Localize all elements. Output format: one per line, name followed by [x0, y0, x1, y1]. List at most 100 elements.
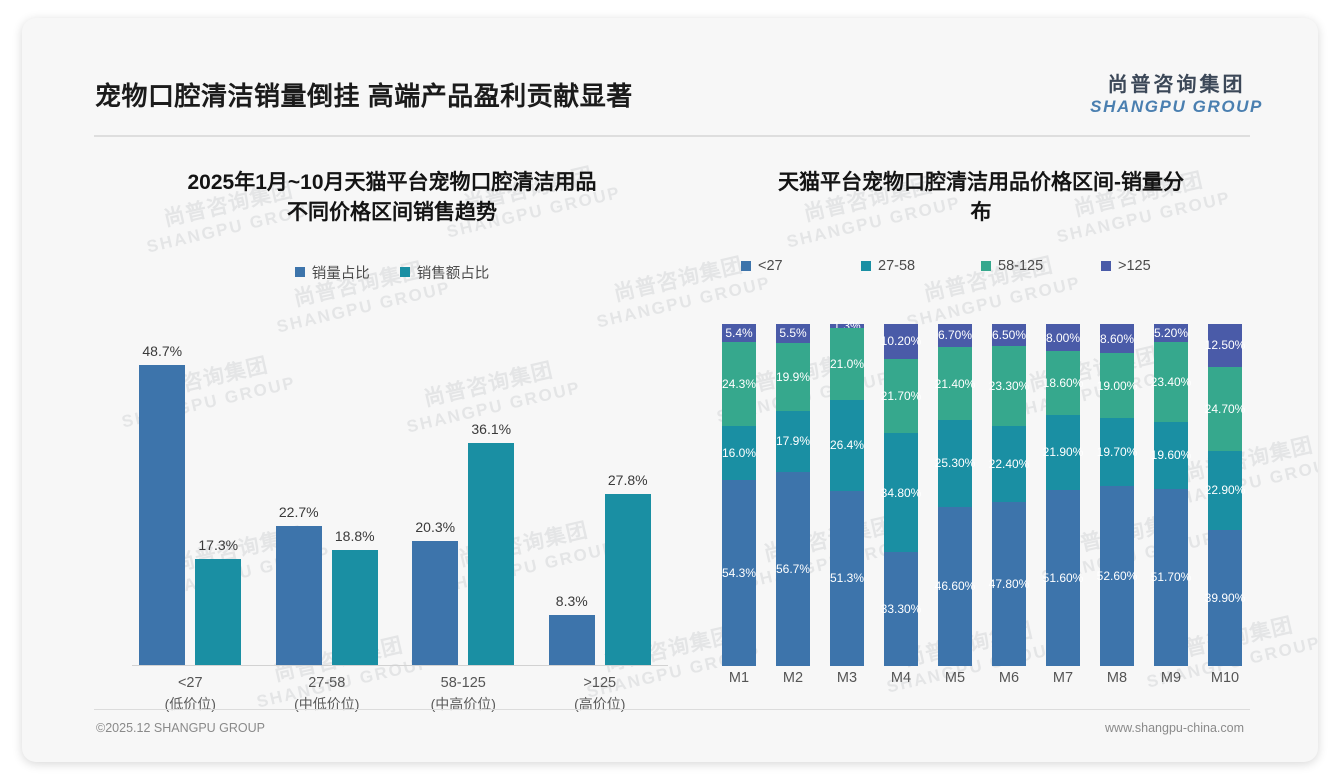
stacked-bar-segment[interactable]: 24.3%: [722, 342, 756, 426]
segment-value-label: 23.30%: [988, 379, 1030, 394]
stacked-bar-segment[interactable]: 51.3%: [830, 490, 864, 666]
stacked-bar-segment[interactable]: 12.50%: [1205, 324, 1245, 367]
bar-column[interactable]: 18.8%: [331, 326, 378, 666]
stacked-bar-segment[interactable]: 26.4%: [830, 400, 864, 491]
stacked-bar-column[interactable]: 5.4% 24.3% 16.0% 54.3%: [712, 324, 766, 666]
legend-item-label: <27: [758, 257, 783, 274]
segment-value-label: 10.20%: [880, 334, 922, 349]
left-chart-title: 2025年1月~10月天猫平台宠物口腔清洁用品 不同价格区间销售趋势: [94, 168, 690, 228]
stacked-bar-segment[interactable]: 23.30%: [989, 346, 1029, 426]
stacked-bar-segment[interactable]: 39.90%: [1205, 529, 1245, 666]
stacked-bar-column[interactable]: 6.50% 23.30% 22.40% 47.80%: [982, 324, 1036, 666]
stacked-bar-segment[interactable]: 51.60%: [1043, 489, 1083, 666]
segment-value-label: 16.0%: [721, 445, 757, 460]
bar-rect[interactable]: [195, 559, 242, 666]
stacked-bar-segment[interactable]: 19.70%: [1097, 418, 1137, 486]
legend-item-4[interactable]: >125: [1101, 258, 1221, 274]
x-axis-tick-label: 58-125: [440, 675, 486, 691]
legend-swatch-icon: [1101, 260, 1111, 271]
segment-value-label: 18.60%: [1042, 376, 1084, 391]
bar-column[interactable]: 8.3%: [548, 326, 595, 666]
stacked-bar-segment[interactable]: 21.70%: [881, 358, 921, 434]
bar-column[interactable]: 17.3%: [195, 326, 242, 666]
stacked-bar-segment[interactable]: 5.20%: [1154, 324, 1188, 342]
bar-rect[interactable]: [275, 525, 322, 666]
x-axis-tick: 58-125 (中高价位): [395, 672, 532, 716]
stacked-bar-segment[interactable]: 22.90%: [1205, 451, 1245, 530]
stacked-bar-column[interactable]: 8.60% 19.00% 19.70% 52.60%: [1090, 324, 1144, 666]
legend-item-label: 58-125: [998, 257, 1044, 274]
bar-value-label: 18.8%: [334, 527, 375, 544]
stacked-bar-segment[interactable]: 23.40%: [1151, 341, 1191, 422]
stacked-bar-segment[interactable]: 21.40%: [935, 346, 975, 421]
stacked-bar-segment[interactable]: 51.70%: [1151, 488, 1191, 666]
stacked-bar-segment[interactable]: 19.9%: [776, 342, 810, 411]
stacked-bar-segment[interactable]: 33.30%: [881, 552, 921, 666]
stacked-bar-segment[interactable]: 47.80%: [989, 502, 1029, 666]
bar-rect[interactable]: [468, 442, 515, 666]
right-chart-title: 天猫平台宠物口腔清洁用品价格区间-销量分 布: [698, 168, 1264, 228]
stacked-bar-segment[interactable]: 21.0%: [829, 328, 865, 401]
stacked-bar-segment[interactable]: 46.60%: [935, 506, 975, 666]
x-axis-tick-label: M10: [1210, 670, 1240, 686]
stacked-bar-segment[interactable]: 24.70%: [1205, 366, 1245, 452]
bar-rect[interactable]: [139, 364, 186, 666]
stacked-bar-segment[interactable]: 34.80%: [881, 433, 921, 553]
stacked-bar-segment[interactable]: 22.40%: [989, 425, 1029, 503]
bar-column[interactable]: 22.7%: [275, 326, 322, 666]
segment-value-label: 52.60%: [1096, 568, 1138, 583]
stacked-bar-column[interactable]: 1.3% 21.0% 26.4% 51.3%: [820, 319, 874, 666]
segment-value-label: 5.4%: [725, 326, 753, 341]
stacked-bar-segment[interactable]: 6.50%: [992, 324, 1026, 347]
stacked-bar-segment[interactable]: 19.60%: [1151, 421, 1191, 489]
x-axis-tick: <27 (低价位): [122, 672, 259, 716]
stacked-bar-segment[interactable]: 6.70%: [938, 324, 972, 347]
legend-swatch-icon: [741, 260, 751, 271]
legend-item-1[interactable]: <27: [741, 258, 861, 274]
segment-value-label: 56.7%: [775, 562, 811, 576]
stacked-bar-segment[interactable]: 8.00%: [1046, 324, 1080, 352]
legend-item-3[interactable]: 58-125: [981, 258, 1101, 274]
bar-value-label: 20.3%: [415, 518, 456, 535]
legend-item-2[interactable]: 销售额占比: [399, 262, 489, 283]
bar-column[interactable]: 48.7%: [139, 326, 186, 666]
bar-rect[interactable]: [331, 549, 378, 666]
stacked-bar-segment[interactable]: 17.9%: [776, 410, 810, 473]
stacked-bar-segment[interactable]: 25.30%: [935, 420, 975, 507]
stacked-bar-segment[interactable]: 56.7%: [776, 472, 810, 666]
segment-value-label: 54.3%: [721, 566, 757, 581]
stacked-bar-column[interactable]: 6.70% 21.40% 25.30% 46.60%: [928, 324, 982, 666]
stacked-bar-column[interactable]: 8.00% 18.60% 21.90% 51.60%: [1036, 324, 1090, 666]
stacked-bar-segment[interactable]: 54.3%: [722, 480, 756, 666]
bar-group: 48.7% 17.3%: [122, 326, 259, 666]
legend-swatch-icon: [294, 267, 305, 278]
bar-column[interactable]: 27.8%: [604, 326, 651, 666]
bar-column[interactable]: 20.3%: [412, 326, 459, 666]
stacked-bar-column[interactable]: 5.20% 23.40% 19.60% 51.70%: [1144, 324, 1198, 666]
bar-rect[interactable]: [548, 614, 595, 666]
stacked-bar: 12.50% 24.70% 22.90% 39.90%: [1205, 324, 1245, 666]
legend-item-1[interactable]: 销量占比: [294, 262, 370, 283]
stacked-bar-segment[interactable]: 52.60%: [1097, 485, 1137, 666]
stacked-bar-segment[interactable]: 5.5%: [776, 324, 810, 343]
stacked-bar-segment[interactable]: 16.0%: [721, 425, 757, 481]
stacked-bar-segment[interactable]: 19.00%: [1097, 353, 1137, 419]
segment-value-label: 21.0%: [829, 357, 865, 372]
segment-value-label: 5.20%: [1153, 325, 1189, 340]
stacked-bar-segment[interactable]: 21.90%: [1043, 414, 1083, 490]
stacked-bar-column[interactable]: 12.50% 24.70% 22.90% 39.90%: [1198, 324, 1252, 666]
bar-group: 22.7% 18.8%: [259, 326, 396, 666]
stacked-bar-segment[interactable]: 18.60%: [1043, 351, 1083, 415]
legend-item-2[interactable]: 27-58: [861, 258, 981, 274]
right-chart-title-line2: 布: [970, 200, 992, 224]
page-title: 宠物口腔清洁销量倒挂 高端产品盈利贡献显著: [95, 81, 633, 111]
stacked-bar-segment[interactable]: 5.4%: [722, 324, 756, 343]
stacked-bar-segment[interactable]: 10.20%: [881, 324, 921, 359]
bar-rect[interactable]: [604, 494, 651, 666]
stacked-bar-segment[interactable]: 8.60%: [1100, 324, 1134, 354]
stacked-bar-column[interactable]: 5.5% 19.9% 17.9% 56.7%: [766, 324, 820, 666]
stacked-bar: 5.20% 23.40% 19.60% 51.70%: [1151, 324, 1191, 666]
bar-column[interactable]: 36.1%: [468, 326, 515, 666]
stacked-bar-column[interactable]: 10.20% 21.70% 34.80% 33.30%: [874, 324, 928, 666]
bar-rect[interactable]: [412, 540, 459, 666]
